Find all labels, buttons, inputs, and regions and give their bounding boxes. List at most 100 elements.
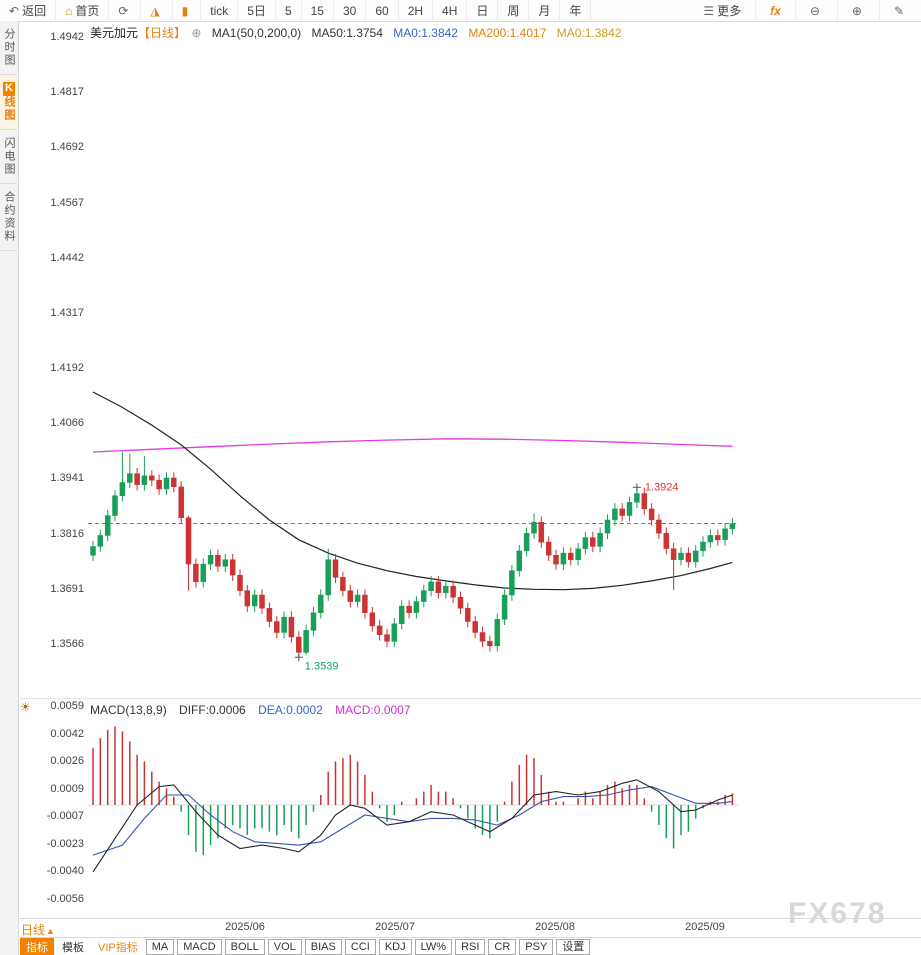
macd-histogram <box>92 726 734 856</box>
settings-button[interactable]: 设置 <box>556 939 591 955</box>
back-label: 返回 <box>22 4 47 18</box>
refresh-button[interactable]: ⟳ <box>109 0 142 21</box>
macd-axis-tick: 0.0059 <box>50 700 84 712</box>
y-axis-tick: 1.4317 <box>50 307 84 319</box>
indicator-settings-icon[interactable]: ☀ <box>20 700 31 714</box>
period-5min-button[interactable]: 5 <box>276 0 302 21</box>
fx-functions-button[interactable]: fx <box>756 0 796 21</box>
svg-text:1.3924: 1.3924 <box>645 481 679 493</box>
ma-settings-label: MA1(50,0,200,0) <box>211 26 302 40</box>
period-30min-button[interactable]: 30 <box>334 0 367 21</box>
home-icon: ⌂ <box>65 3 73 18</box>
period-5day-button[interactable]: 5日 <box>238 0 276 21</box>
period-60min-button[interactable]: 60 <box>366 0 399 21</box>
pen-icon: ✎ <box>893 3 904 18</box>
period-month-button[interactable]: 月 <box>529 0 561 21</box>
area-chart-type-button[interactable]: ◮ <box>141 0 173 21</box>
tab-indicators[interactable]: 指标 <box>20 938 54 955</box>
period-week-button[interactable]: 周 <box>498 0 530 21</box>
period-year-button[interactable]: 年 <box>560 0 592 21</box>
macd-dea-value: DEA:0.0002 <box>258 703 323 717</box>
tab-templates[interactable]: 模板 <box>62 942 84 954</box>
zoom-out-button[interactable]: ⊖ <box>796 0 838 21</box>
svg-text:1.3539: 1.3539 <box>305 660 339 672</box>
ma50-line <box>92 391 733 591</box>
tab-vip-indicators[interactable]: VIP指标 <box>98 942 138 954</box>
chart-header: 美元加元【日线】 ⊕ MA1(50,0,200,0) MA50:1.3754 M… <box>90 24 628 41</box>
macd-axis-tick: 0.0009 <box>50 783 84 795</box>
tabs-row-divider <box>18 937 921 938</box>
zoom-in-button[interactable]: ⊕ <box>838 0 880 21</box>
indicator-macd-button[interactable]: MACD <box>177 939 222 955</box>
zoom-out-icon: ⊖ <box>809 3 820 18</box>
main-candlestick-chart[interactable]: 1.3924 1.3539 <box>88 30 921 698</box>
left-sidebar: 分时图 K线图 闪电图 合约资料 <box>0 21 19 955</box>
area-chart-icon: ◮ <box>150 3 160 18</box>
period-day-button[interactable]: 日 <box>467 0 499 21</box>
y-axis-tick: 1.3566 <box>50 638 84 650</box>
toolbar-spacer <box>591 0 689 21</box>
y-axis-tick: 1.4442 <box>50 252 84 264</box>
macd-axis-tick: -0.0056 <box>46 893 84 905</box>
axis-row-divider <box>18 918 921 919</box>
dea-line <box>92 786 733 856</box>
candles-layer <box>90 451 736 658</box>
period-15min-button[interactable]: 15 <box>302 0 334 21</box>
sidebar-item-time-chart[interactable]: 分时图 <box>0 21 17 75</box>
fx678-watermark: FX678 <box>788 897 887 930</box>
symbol-name: 美元加元 <box>90 26 139 40</box>
indicator-ma-button[interactable]: MA <box>145 939 175 955</box>
indicator-vol-button[interactable]: VOL <box>267 939 302 955</box>
menu-icon: ☰ <box>703 3 715 18</box>
indicator-kdj-button[interactable]: KDJ <box>378 939 412 955</box>
current-period-selector[interactable]: 日线▲ <box>21 921 55 938</box>
period-tick-button[interactable]: tick <box>201 0 239 21</box>
macd-axis-tick: 0.0026 <box>50 755 84 767</box>
indicator-psy-button[interactable]: PSY <box>519 939 554 955</box>
top-toolbar: ↶ 返回 ⌂ 首页 ⟳ ◮ ▮ tick 5日 5 15 30 60 2H 4H… <box>0 0 921 22</box>
sidebar-item-kline-chart[interactable]: K线图 <box>0 75 17 130</box>
home-label: 首页 <box>75 4 100 18</box>
y-axis-tick: 1.4942 <box>50 31 84 43</box>
ma200-line <box>92 438 733 453</box>
x-axis-label: 2025/08 <box>535 921 575 933</box>
indicator-cr-button[interactable]: CR <box>488 939 517 955</box>
x-axis-label: 2025/09 <box>685 921 725 933</box>
indicator-lw-button[interactable]: LW% <box>414 939 453 955</box>
diff-line <box>92 779 733 873</box>
ma0-value-gold: MA0:1.3842 <box>556 26 622 40</box>
bar-chart-type-button[interactable]: ▮ <box>173 0 202 21</box>
indicator-boll-button[interactable]: BOLL <box>224 939 265 955</box>
macd-axis-tick: -0.0007 <box>46 810 84 822</box>
indicator-rsi-button[interactable]: RSI <box>455 939 486 955</box>
fx-icon: fx <box>770 3 781 18</box>
y-axis-tick: 1.4066 <box>50 417 84 429</box>
bottom-indicator-bar: 指标 模板 VIP指标 MA MACD BOLL VOL BIAS CCI KD… <box>20 938 593 955</box>
macd-axis-tick: -0.0023 <box>46 838 84 850</box>
refresh-icon: ⟳ <box>118 3 129 18</box>
more-label: 更多 <box>717 4 742 18</box>
y-axis-tick: 1.3941 <box>50 472 84 484</box>
y-axis-tick: 1.3816 <box>50 528 84 540</box>
indicator-bias-button[interactable]: BIAS <box>304 939 342 955</box>
macd-axis-tick: -0.0040 <box>46 865 84 877</box>
macd-chart[interactable] <box>88 700 921 915</box>
back-button[interactable]: ↶ 返回 <box>0 0 57 21</box>
macd-axis-tick: 0.0042 <box>50 728 84 740</box>
macd-macd-value: MACD:0.0007 <box>335 703 411 717</box>
ma200-value: MA200:1.4017 <box>468 26 547 40</box>
home-button[interactable]: ⌂ 首页 <box>56 0 110 21</box>
sidebar-item-contract-info[interactable]: 合约资料 <box>0 184 17 251</box>
indicator-cci-button[interactable]: CCI <box>344 939 376 955</box>
current-period-label: 日线 <box>21 923 46 937</box>
y-axis-tick: 1.4817 <box>50 86 84 98</box>
period-4h-button[interactable]: 4H <box>433 0 468 21</box>
sidebar-item-lightning-chart[interactable]: 闪电图 <box>0 130 17 184</box>
more-button[interactable]: ☰ 更多 <box>689 0 757 21</box>
period-2h-button[interactable]: 2H <box>399 0 434 21</box>
expand-icon[interactable]: ⊕ <box>191 26 202 40</box>
y-axis-tick: 1.4692 <box>50 141 84 153</box>
ma50-value: MA50:1.3754 <box>311 26 383 40</box>
draw-tool-button[interactable]: ✎ <box>880 0 921 21</box>
